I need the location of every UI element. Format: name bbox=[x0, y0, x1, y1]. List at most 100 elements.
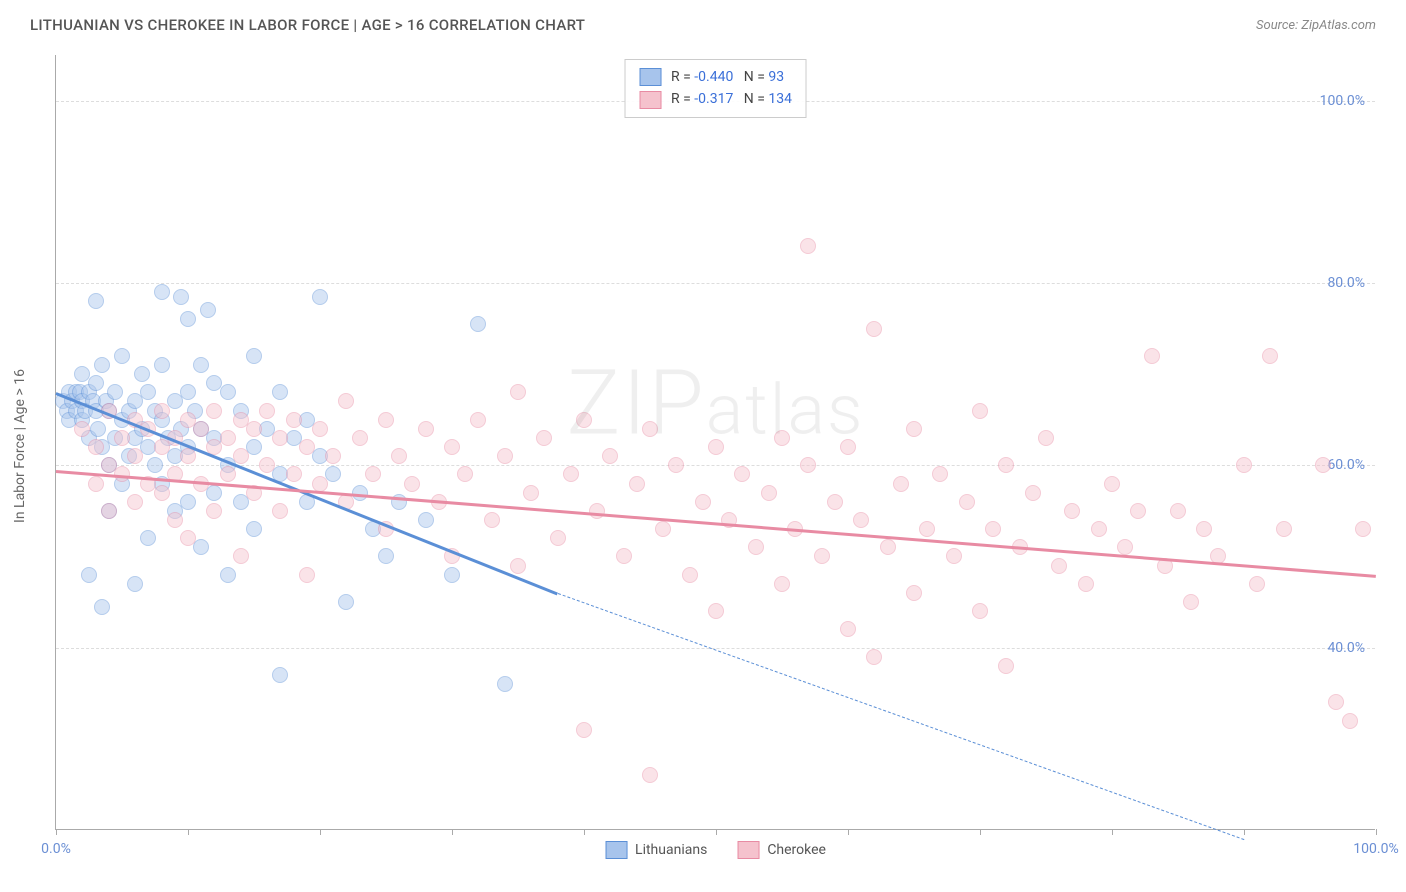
scatter-point bbox=[88, 375, 104, 391]
scatter-point bbox=[827, 494, 843, 510]
scatter-point bbox=[1196, 521, 1212, 537]
scatter-point bbox=[94, 357, 110, 373]
scatter-point bbox=[220, 567, 236, 583]
scatter-point bbox=[167, 512, 183, 528]
scatter-point bbox=[919, 521, 935, 537]
chart-title: LITHUANIAN VS CHEROKEE IN LABOR FORCE | … bbox=[30, 16, 585, 34]
scatter-point bbox=[880, 539, 896, 555]
scatter-point bbox=[457, 466, 473, 482]
gridline bbox=[56, 465, 1375, 466]
scatter-point bbox=[154, 357, 170, 373]
scatter-point bbox=[338, 594, 354, 610]
scatter-point bbox=[233, 448, 249, 464]
scatter-point bbox=[206, 403, 222, 419]
scatter-point bbox=[180, 494, 196, 510]
scatter-point bbox=[193, 357, 209, 373]
scatter-point bbox=[853, 512, 869, 528]
scatter-point bbox=[1355, 521, 1371, 537]
scatter-point bbox=[127, 576, 143, 592]
trendline-extrapolated bbox=[557, 593, 1244, 840]
scatter-point bbox=[800, 457, 816, 473]
source-label: Source: ZipAtlas.com bbox=[1256, 18, 1376, 33]
scatter-point bbox=[1328, 694, 1344, 710]
scatter-point bbox=[147, 457, 163, 473]
scatter-point bbox=[140, 530, 156, 546]
scatter-point bbox=[998, 658, 1014, 674]
scatter-point bbox=[1249, 576, 1265, 592]
scatter-point bbox=[272, 503, 288, 519]
scatter-point bbox=[1144, 348, 1160, 364]
scatter-point bbox=[246, 348, 262, 364]
scatter-point bbox=[576, 722, 592, 738]
scatter-point bbox=[74, 421, 90, 437]
scatter-point bbox=[866, 649, 882, 665]
scatter-point bbox=[985, 521, 1001, 537]
scatter-point bbox=[1130, 503, 1146, 519]
scatter-point bbox=[1117, 539, 1133, 555]
scatter-point bbox=[180, 311, 196, 327]
scatter-point bbox=[470, 316, 486, 332]
scatter-point bbox=[708, 603, 724, 619]
scatter-point bbox=[998, 457, 1014, 473]
scatter-point bbox=[154, 485, 170, 501]
scatter-point bbox=[286, 412, 302, 428]
scatter-point bbox=[246, 521, 262, 537]
scatter-point bbox=[972, 603, 988, 619]
scatter-point bbox=[814, 548, 830, 564]
scatter-point bbox=[761, 485, 777, 501]
scatter-point bbox=[312, 289, 328, 305]
scatter-point bbox=[1315, 457, 1331, 473]
y-tick-label: 40.0% bbox=[1327, 640, 1365, 656]
scatter-point bbox=[497, 448, 513, 464]
scatter-point bbox=[90, 421, 106, 437]
scatter-point bbox=[1170, 503, 1186, 519]
scatter-point bbox=[312, 421, 328, 437]
scatter-point bbox=[88, 439, 104, 455]
scatter-point bbox=[352, 430, 368, 446]
scatter-point bbox=[391, 448, 407, 464]
legend-series-item: Cherokee bbox=[737, 841, 826, 859]
x-tick-mark bbox=[320, 829, 321, 835]
scatter-point bbox=[695, 494, 711, 510]
scatter-point bbox=[1051, 558, 1067, 574]
x-tick-mark bbox=[716, 829, 717, 835]
scatter-point bbox=[589, 503, 605, 519]
scatter-point bbox=[180, 530, 196, 546]
y-tick-label: 80.0% bbox=[1327, 275, 1365, 291]
x-tick-mark bbox=[452, 829, 453, 835]
x-tick-label: 100.0% bbox=[1353, 841, 1398, 857]
scatter-point bbox=[81, 567, 97, 583]
scatter-point bbox=[272, 667, 288, 683]
scatter-point bbox=[206, 503, 222, 519]
x-tick-mark bbox=[188, 829, 189, 835]
scatter-point bbox=[932, 466, 948, 482]
y-tick-label: 100.0% bbox=[1320, 93, 1365, 109]
scatter-point bbox=[946, 548, 962, 564]
scatter-point bbox=[127, 448, 143, 464]
x-tick-mark bbox=[1376, 829, 1377, 835]
scatter-point bbox=[154, 284, 170, 300]
gridline bbox=[56, 283, 1375, 284]
legend-series: LithuaniansCherokee bbox=[605, 841, 826, 859]
legend-swatch bbox=[639, 68, 661, 86]
legend-stat-row: R = -0.317 N = 134 bbox=[639, 88, 792, 110]
scatter-point bbox=[866, 321, 882, 337]
scatter-point bbox=[134, 366, 150, 382]
scatter-point bbox=[193, 539, 209, 555]
scatter-point bbox=[1038, 430, 1054, 446]
header: LITHUANIAN VS CHEROKEE IN LABOR FORCE | … bbox=[0, 0, 1406, 44]
scatter-point bbox=[906, 421, 922, 437]
scatter-point bbox=[154, 403, 170, 419]
scatter-point bbox=[774, 430, 790, 446]
scatter-point bbox=[233, 548, 249, 564]
scatter-point bbox=[180, 384, 196, 400]
scatter-point bbox=[893, 476, 909, 492]
legend-swatch bbox=[605, 841, 627, 859]
scatter-point bbox=[180, 448, 196, 464]
scatter-point bbox=[200, 302, 216, 318]
scatter-point bbox=[576, 412, 592, 428]
scatter-point bbox=[734, 466, 750, 482]
scatter-point bbox=[193, 421, 209, 437]
chart-plot-area: ZIPatlas R = -0.440 N = 93R = -0.317 N =… bbox=[55, 55, 1375, 830]
scatter-point bbox=[220, 430, 236, 446]
